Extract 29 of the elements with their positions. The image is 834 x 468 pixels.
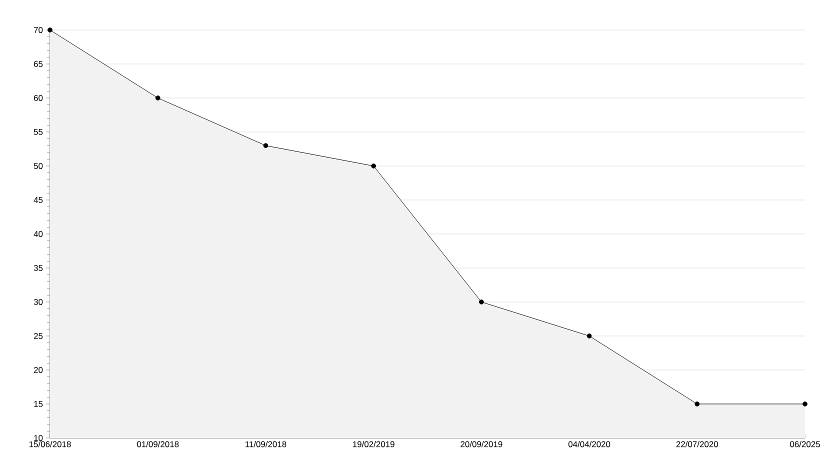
x-tick-label: 01/09/2018 <box>137 441 179 448</box>
y-tick-label: 55 <box>34 129 43 135</box>
x-tick-label: 06/2025 <box>790 441 820 448</box>
point <box>48 28 52 32</box>
point <box>155 96 160 100</box>
point <box>694 402 700 406</box>
x-tick-label: 15/06/2018 <box>29 441 71 448</box>
point <box>478 300 484 304</box>
y-tick-label: 25 <box>34 332 43 339</box>
point <box>371 164 376 168</box>
y-tick-label: 50 <box>34 162 43 169</box>
y-tick-label: 10 <box>34 434 43 441</box>
point <box>263 143 268 148</box>
x-tick-label: 11/09/2018 <box>245 441 286 448</box>
y-tick-label: 20 <box>34 366 43 373</box>
y-tick-label: 45 <box>34 197 43 203</box>
y-tick-label: 35 <box>34 264 43 271</box>
y-tick-label: 70 <box>34 27 43 33</box>
y-tick-label: 40 <box>34 230 43 237</box>
y-tick-label: 65 <box>34 61 43 67</box>
x-tick-label: 19/02/2019 <box>353 441 394 448</box>
y-tick-label: 30 <box>34 298 43 305</box>
y-tick-label: 15 <box>34 401 43 407</box>
point <box>802 402 808 406</box>
x-tick-label: 22/07/2020 <box>676 441 718 448</box>
point <box>586 334 592 338</box>
x-tick-label: 04/04/2020 <box>568 441 610 448</box>
y-tick-label: 60 <box>34 95 43 101</box>
x-tick-label: 20/09/2019 <box>460 441 502 448</box>
